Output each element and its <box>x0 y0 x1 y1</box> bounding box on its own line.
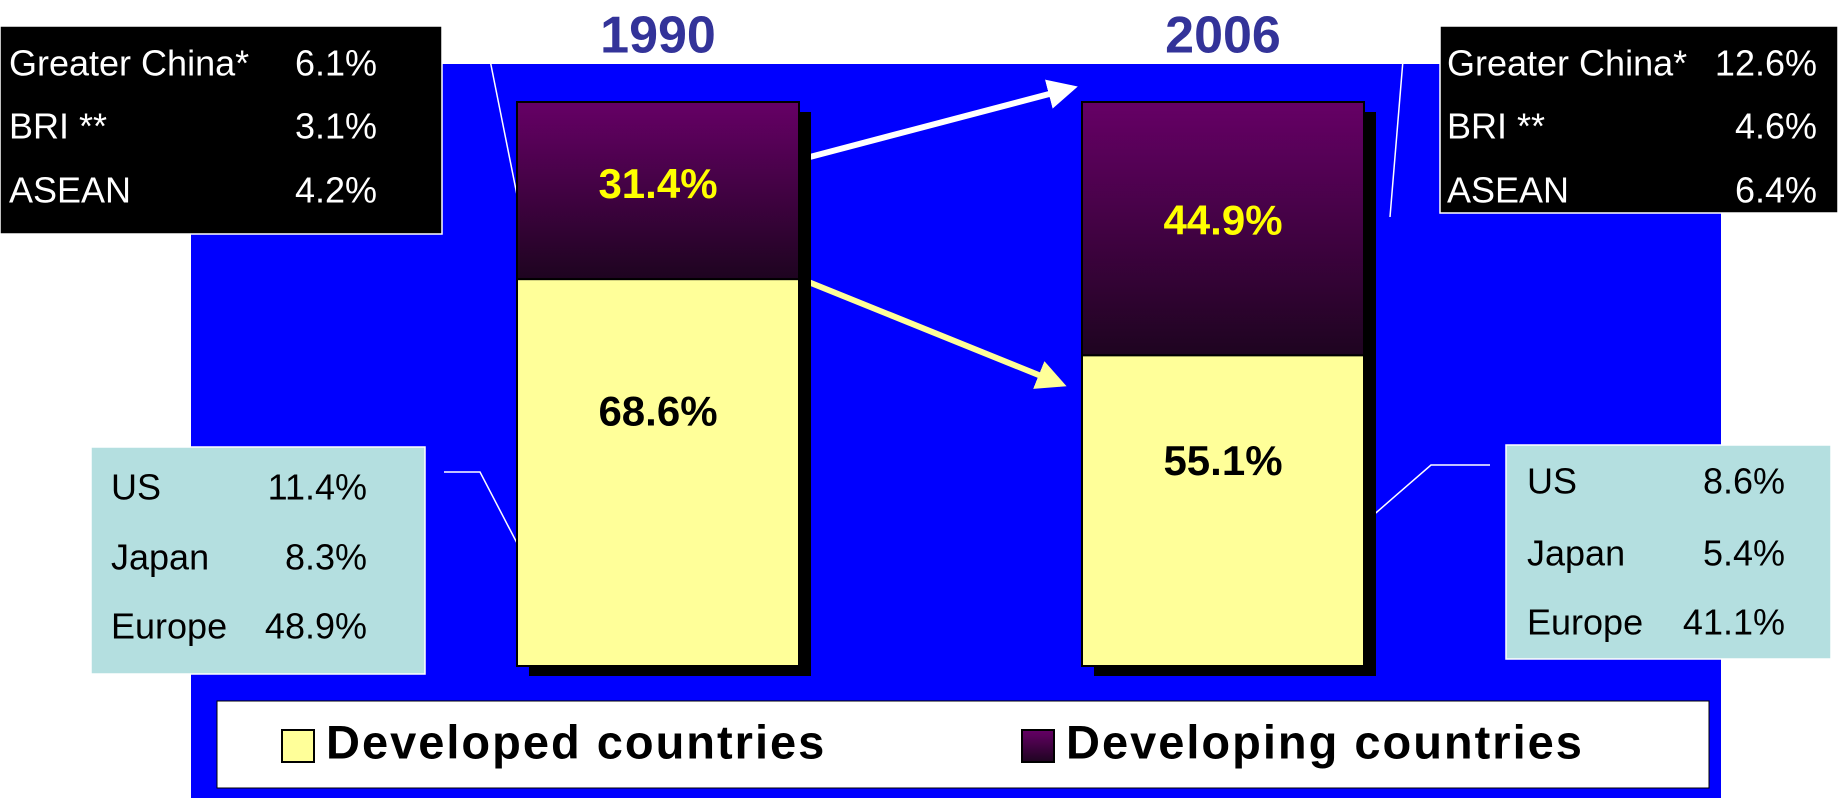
value-label: 68.6% <box>598 388 717 435</box>
value-label: 55.1% <box>1163 437 1282 484</box>
callout-value: 3.1% <box>295 106 377 147</box>
bar-segment <box>1081 101 1365 357</box>
callout-value: 6.1% <box>295 43 377 84</box>
legend-swatch <box>281 729 315 763</box>
callout-label: US <box>111 467 161 508</box>
callout-value: 5.4% <box>1703 533 1785 574</box>
callout-label: BRI ** <box>9 106 107 147</box>
callout-value: 4.2% <box>295 170 377 211</box>
bar-segment <box>516 278 800 667</box>
callout-box <box>0 25 443 235</box>
callout-value: 48.9% <box>265 606 367 647</box>
callout-label: BRI ** <box>1447 106 1545 147</box>
callout-label: Europe <box>111 606 227 647</box>
callout-box <box>1505 444 1832 660</box>
callout-value: 41.1% <box>1683 602 1785 643</box>
arrow <box>805 79 1078 161</box>
callout-value: 8.6% <box>1703 461 1785 502</box>
callout-label: Japan <box>111 537 209 578</box>
legend-label: Developing countries <box>1066 715 1584 768</box>
leader-lines <box>444 59 1490 546</box>
callout-value: 12.6% <box>1715 43 1817 84</box>
legend-swatch <box>1021 729 1055 763</box>
callout-box <box>1439 25 1838 214</box>
arrow <box>804 278 1067 389</box>
legend-box <box>216 700 1710 789</box>
legend-label: Developed countries <box>326 715 826 768</box>
callout-label: Greater China* <box>9 43 249 84</box>
bar-segment <box>516 101 800 281</box>
callout-label: Greater China* <box>1447 43 1687 84</box>
callout-value: 4.6% <box>1735 106 1817 147</box>
value-label: 44.9% <box>1163 197 1282 244</box>
category-label: 1990 <box>600 7 716 65</box>
callout-value: 6.4% <box>1735 170 1817 211</box>
callout-label: Europe <box>1527 602 1643 643</box>
callout-label: US <box>1527 461 1577 502</box>
value-label: 31.4% <box>598 160 717 207</box>
callout-value: 11.4% <box>268 467 367 508</box>
callout-label: ASEAN <box>9 170 131 211</box>
callout-value: 8.3% <box>285 537 367 578</box>
callout-label: Japan <box>1527 533 1625 574</box>
category-label: 2006 <box>1165 7 1281 65</box>
callout-box <box>90 446 426 675</box>
callout-label: ASEAN <box>1447 170 1569 211</box>
bar-segment <box>1081 354 1365 667</box>
